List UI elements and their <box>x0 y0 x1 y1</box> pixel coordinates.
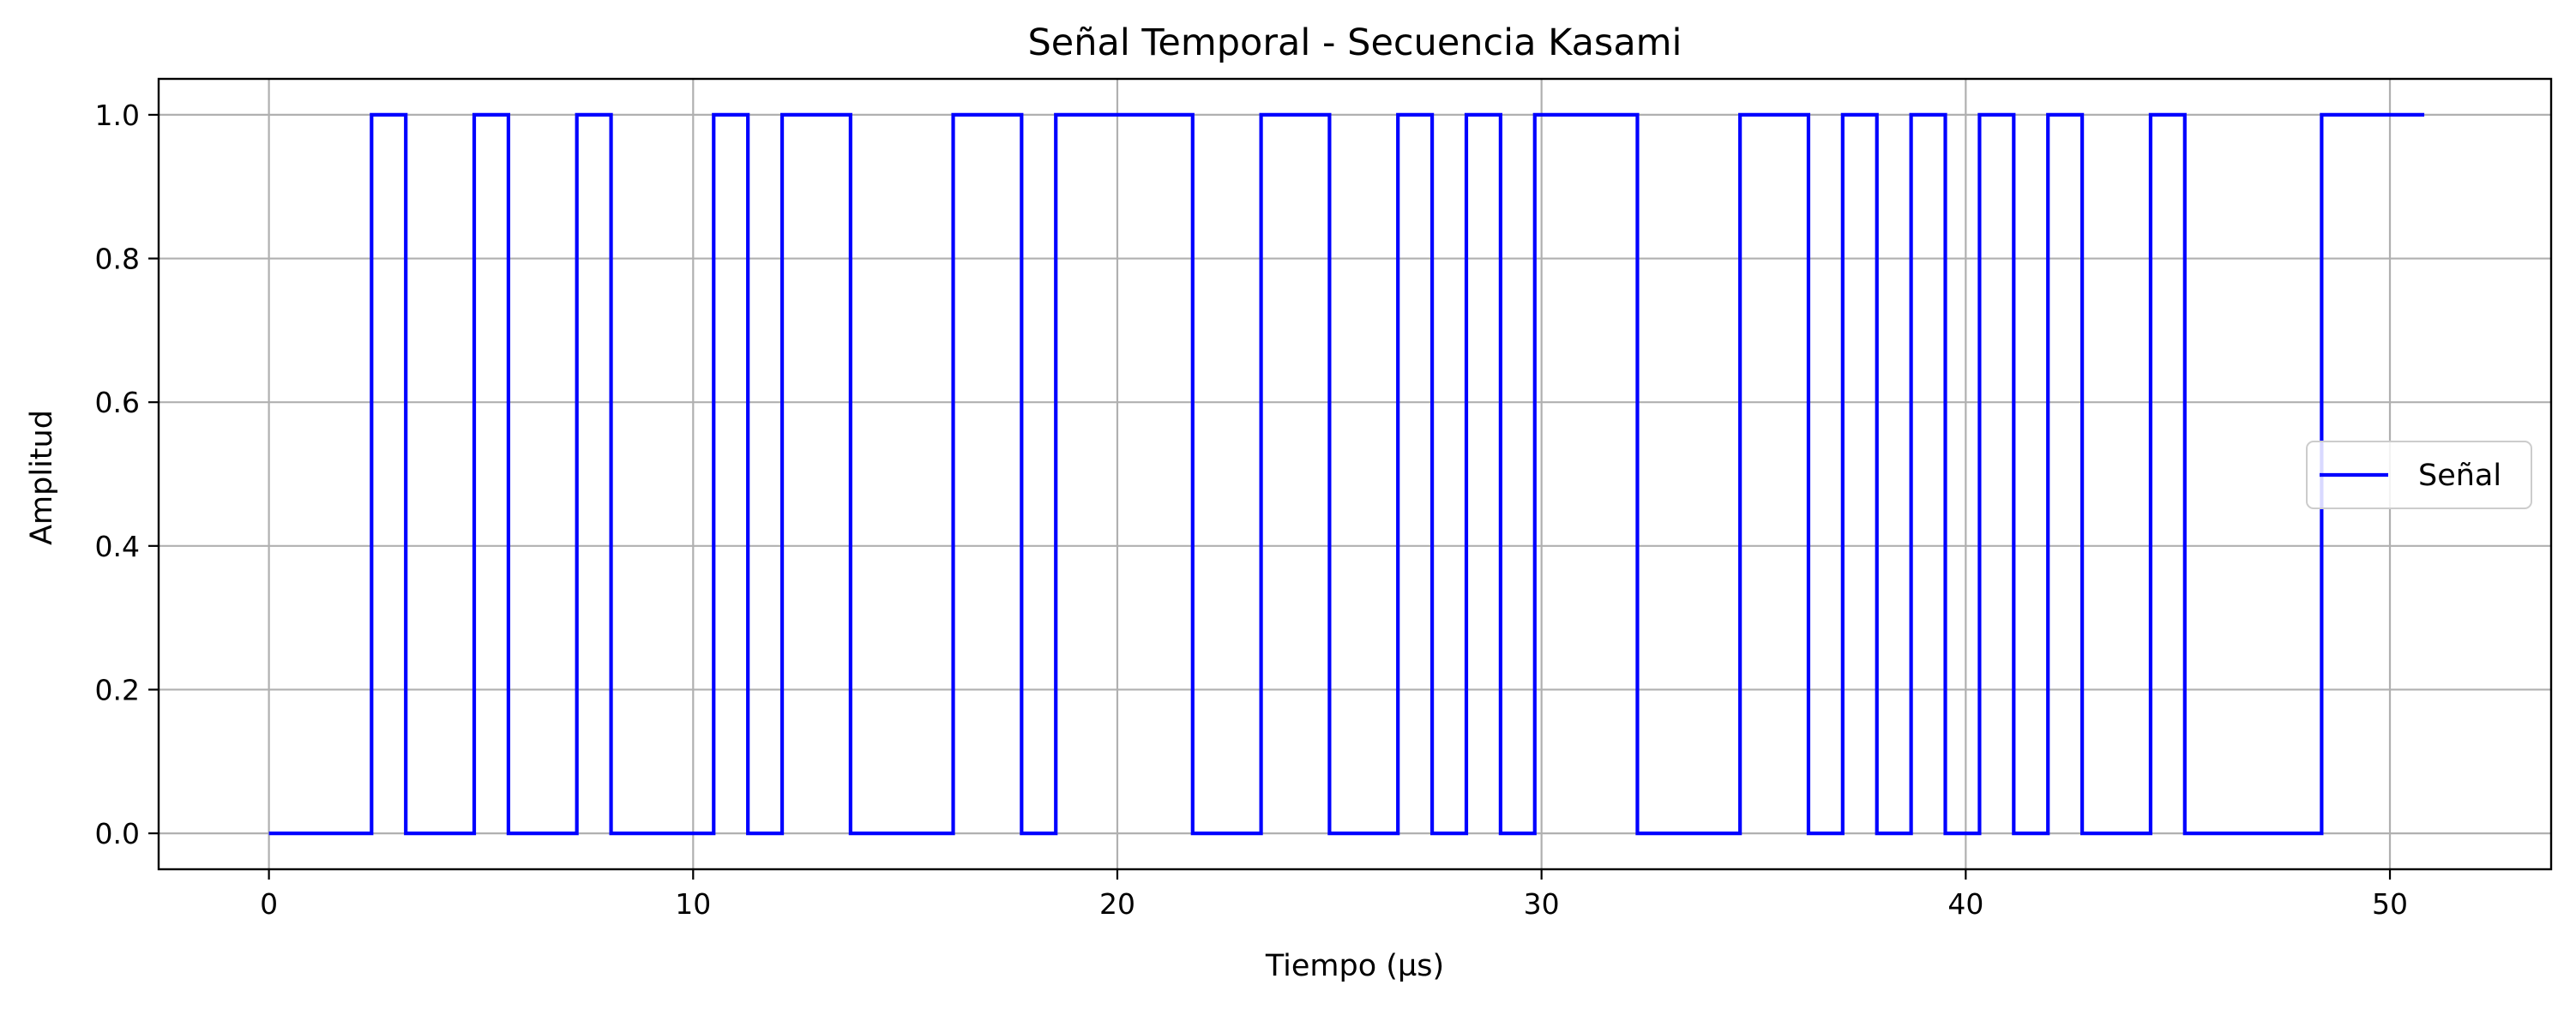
y-tick-label: 0.2 <box>95 673 140 706</box>
axis-ticks: 0 10 20 30 40 50 0.0 0.2 0.4 0.6 0.8 1.0 <box>95 99 2409 921</box>
y-tick-label: 0.6 <box>95 386 140 419</box>
x-tick-label: 0 <box>260 887 278 921</box>
y-tick-label: 0.8 <box>95 243 140 276</box>
x-tick-label: 20 <box>1099 887 1135 921</box>
x-tick-label: 50 <box>2372 887 2408 921</box>
plot-area-frame <box>157 77 2553 871</box>
x-tick-label: 40 <box>1947 887 1983 921</box>
x-tick-label: 30 <box>1524 887 1560 921</box>
chart-title: Señal Temporal - Secuencia Kasami <box>1027 21 1682 64</box>
series-line-senal <box>268 112 2425 836</box>
x-axis-label: Tiempo (µs) <box>1265 949 1444 983</box>
y-tick-label: 0.4 <box>95 530 140 563</box>
x-tick-label: 10 <box>675 887 711 921</box>
series-group <box>268 112 2425 836</box>
y-tick-label: 0.0 <box>95 817 140 850</box>
legend-box <box>2306 441 2532 509</box>
y-tick-label: 1.0 <box>95 99 140 132</box>
legend-label-senal: Señal <box>2418 459 2501 493</box>
y-axis-label: Amplitud <box>25 410 59 545</box>
legend: Señal <box>2306 441 2532 509</box>
